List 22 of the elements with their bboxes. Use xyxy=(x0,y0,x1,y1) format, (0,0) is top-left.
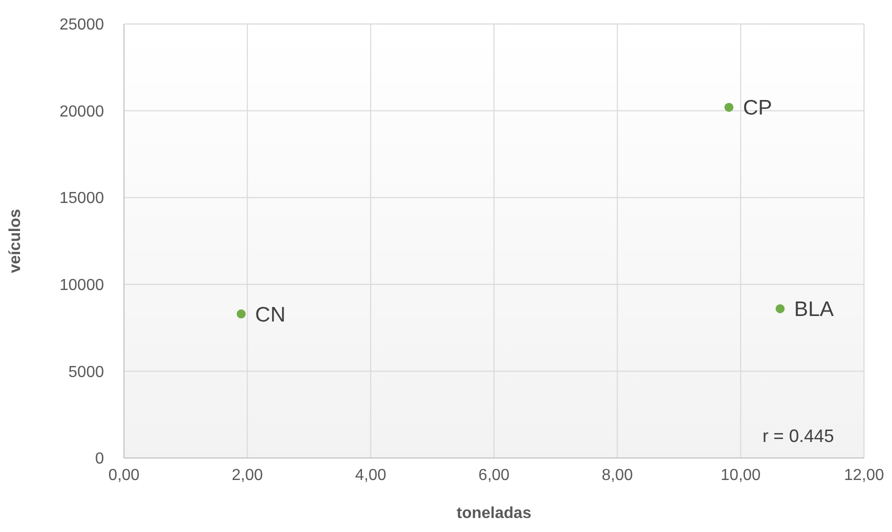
x-tick-label: 8,00 xyxy=(602,467,634,484)
y-tick-label: 5000 xyxy=(68,364,104,381)
y-tick-label: 20000 xyxy=(60,103,104,120)
x-tick-label: 2,00 xyxy=(232,467,264,484)
y-tick-label: 0 xyxy=(95,450,104,468)
y-axis-title: veículos xyxy=(7,208,24,274)
point xyxy=(776,304,785,314)
x-tick-label: 6,00 xyxy=(478,467,510,484)
annotation: CP xyxy=(742,96,772,120)
y-tick-label: 10000 xyxy=(60,277,104,294)
x-tick-label: 0,00 xyxy=(108,467,140,484)
annotation: CN xyxy=(255,303,286,326)
y-tick-label: 15000 xyxy=(60,190,104,208)
annotation: r = 0.445 xyxy=(762,426,834,446)
annotation: BLA xyxy=(794,298,834,322)
point xyxy=(236,309,246,318)
x-tick-label: 12,00 xyxy=(844,467,884,484)
x-tick-label: 4,00 xyxy=(355,467,386,484)
x-axis-title: toneladas xyxy=(456,505,532,522)
y-tick-label: 25000 xyxy=(60,16,104,34)
x-tick-label: 10,00 xyxy=(720,467,761,484)
point xyxy=(724,102,734,112)
